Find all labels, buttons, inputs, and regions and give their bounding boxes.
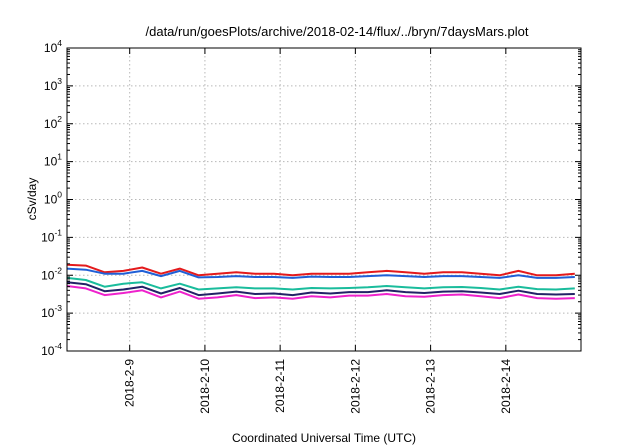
x-tick-label: 2018-2-11: [273, 359, 287, 413]
y-tick-label: 10-3: [41, 303, 62, 320]
series-layer: [66, 263, 575, 300]
series-line: [66, 281, 575, 297]
grid-layer: [67, 48, 581, 351]
y-tick-label: 100: [44, 190, 62, 207]
series-line: [66, 276, 575, 291]
y-tick-label: 103: [44, 76, 62, 93]
x-tick-label: 2018-2-14: [499, 359, 513, 414]
y-tick-label: 10-1: [41, 227, 62, 244]
x-tick-label: 2018-2-13: [424, 359, 438, 414]
tick-layer: 10-4 10-3 10-2 10-1 100 101 102 103 104 2018-2-9 2…: [41, 38, 581, 414]
y-tick-label: 10-4: [41, 341, 62, 358]
x-tick-label: 2018-2-9: [123, 359, 137, 407]
x-tick-label: 2018-2-10: [198, 359, 212, 414]
series-line: [66, 263, 575, 277]
y-tick-label: 102: [44, 114, 62, 131]
series-line: [66, 285, 575, 300]
y-tick-label: 10-2: [41, 265, 62, 282]
series-line: [66, 267, 575, 279]
y-tick-label: 104: [44, 38, 62, 55]
y-axis-label: cSv/day: [25, 178, 39, 221]
x-axis-label: Coordinated Universal Time (UTC): [232, 431, 416, 445]
y-tick-label: 101: [44, 152, 62, 169]
x-tick-label: 2018-2-12: [348, 359, 362, 414]
chart-title: /data/run/goesPlots/archive/2018-02-14/f…: [146, 24, 529, 39]
